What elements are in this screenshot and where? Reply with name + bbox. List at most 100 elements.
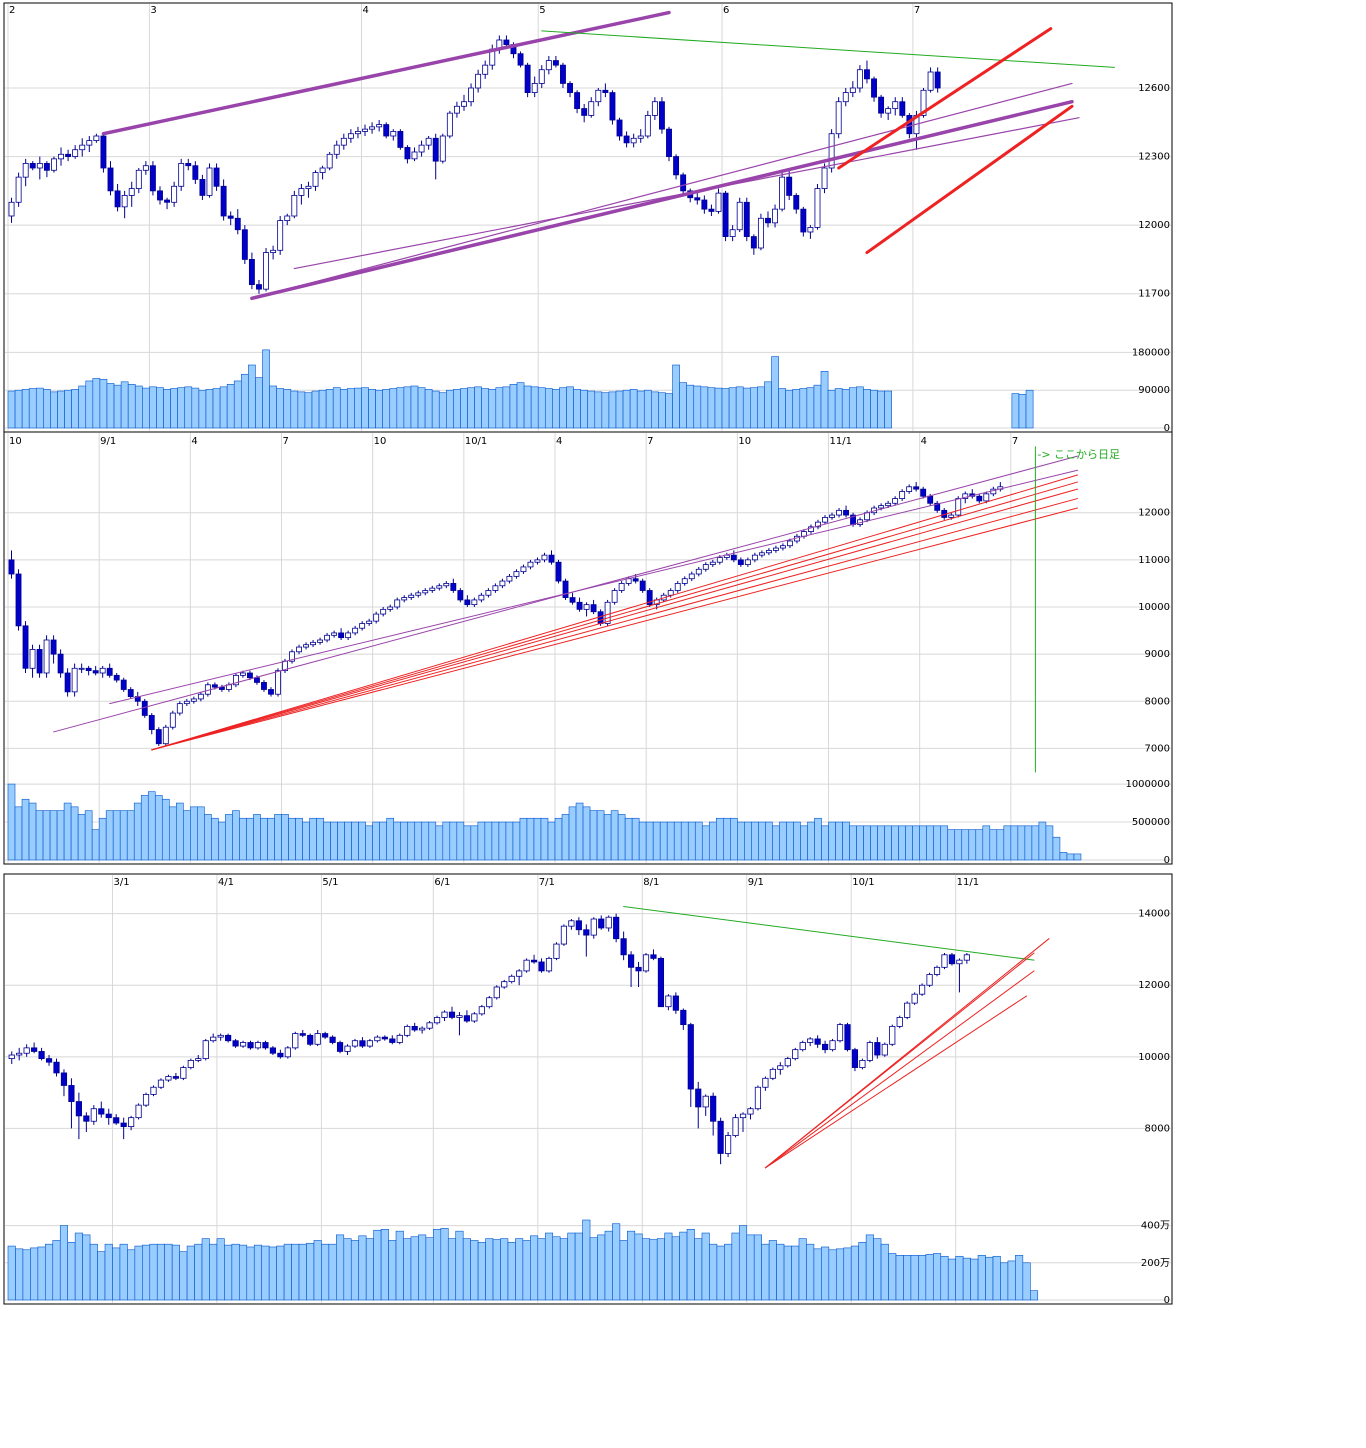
volume-bar [120,381,129,429]
volume-bar [821,1246,830,1301]
volume-bar [460,388,468,429]
candle-body [195,1058,202,1061]
candle-body [68,1085,75,1102]
volume-bar [843,1247,852,1301]
candle-body [57,653,64,674]
volume-bar [500,1238,509,1301]
candle-body [22,625,29,669]
candle-body [574,92,581,109]
candle-body [856,69,863,89]
volume-bar [672,364,680,429]
candle-body [538,961,545,972]
candle-body [829,1040,836,1051]
volume-bar [449,821,458,861]
volume-bar [133,802,142,861]
volume-bar [113,384,122,429]
trendline [764,970,1035,1169]
candle-body [646,590,653,606]
volume-bar [512,821,521,861]
candle-body [553,943,560,959]
candle-body [345,632,352,639]
candle-body [517,53,524,66]
candle-body [702,1095,709,1108]
candle-body [211,684,218,688]
candle-body [963,954,970,961]
volume-bar [1030,1290,1039,1301]
trendline [109,469,1078,705]
candle-body [885,108,892,114]
candle-body [680,174,687,192]
candle-body [197,693,204,700]
candle-body [708,208,715,212]
volume-tick-label: 0 [1164,423,1170,434]
volume-bar [267,817,275,861]
candle-body [92,670,99,674]
candle-body [22,163,29,178]
volume-bar [753,1234,762,1301]
candle-body [422,590,429,594]
x-tick-label: 7 [1012,436,1018,447]
candle-body [218,686,225,690]
volume-bar [204,814,212,861]
volume-bar [785,389,794,429]
volume-bar [627,1230,636,1301]
volume-bar [98,817,107,861]
volume-bar [856,825,864,861]
candle-body [849,87,856,93]
candle-body [541,554,548,561]
volume-bar [884,390,893,429]
candle-body [534,559,541,563]
volume-bar [239,1244,248,1301]
volume-bar [575,802,584,861]
volume-bar [142,387,150,429]
candle-body [187,1059,194,1068]
volume-bar [164,1243,173,1301]
candle-body [478,594,485,601]
candle-body [232,1040,239,1047]
volume-bar [636,390,645,429]
candle-body [899,101,906,116]
volume-bar [389,388,398,429]
volume-bar [835,1248,845,1301]
candle-body [737,559,744,565]
volume-bar [582,806,591,861]
candle-body [121,195,128,208]
volume-bar [737,821,745,861]
volume-bar [59,1225,68,1301]
volume-bar [311,390,320,429]
candle-body [885,502,892,507]
candle-body [333,144,340,155]
y-tick-label: 10000 [1138,1052,1170,1063]
candle-body [881,1043,888,1056]
volume-bar [156,387,164,429]
y-tick-label: 9000 [1145,649,1170,660]
candle-body [471,1013,478,1022]
candle-body [657,957,665,1008]
volume-bar [1018,394,1027,429]
candle-body [225,1034,232,1042]
volume-bar [594,391,603,429]
candle-body [29,163,36,169]
volume-bar [1000,1262,1009,1301]
volume-bar [1010,825,1019,861]
candle-body [639,580,646,591]
volume-bar [184,386,193,429]
candle-body [889,1025,896,1045]
y-tick-label: 8000 [1145,1123,1170,1134]
volume-series [7,783,1082,861]
candle-body [457,590,464,601]
candle-body [98,1108,105,1115]
volume-bar [261,1245,270,1301]
volume-bar [127,1249,136,1301]
candle-body [64,672,71,693]
candle-body [569,597,576,603]
candle-body [45,1058,53,1063]
volume-bar [751,821,759,861]
candle-body [217,1034,224,1038]
candle-body [567,83,573,93]
volume-bar [757,386,765,429]
candle-body [79,144,86,151]
candle-body [485,590,492,596]
volume-bar [947,829,956,861]
candle-body [43,639,50,674]
